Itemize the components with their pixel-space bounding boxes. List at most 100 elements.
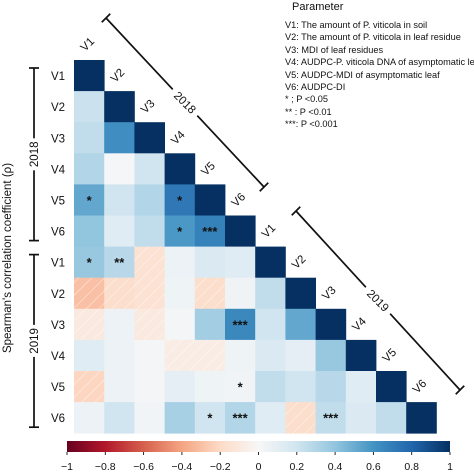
negative-hatch (164, 339, 196, 372)
heatmap-cell (285, 308, 316, 341)
heatmap-cell (315, 371, 347, 403)
heatmap-cell (104, 308, 135, 341)
diagonal-cell (104, 91, 135, 123)
diagonal-label: V4 (350, 315, 369, 334)
bracket-diag-2018-gap (167, 84, 203, 121)
heatmap-cell (345, 402, 377, 434)
legend-item-v4: V4: AUDPC-P. viticola DNA of asymptomati… (285, 57, 474, 68)
heatmap-cell (315, 339, 347, 372)
colorbar-gradient (67, 441, 450, 452)
colorbar-tick-label: −0.4 (172, 461, 193, 473)
heatmap-cell (164, 277, 196, 310)
row-label: V4 (51, 351, 66, 363)
heatmap-cell (225, 308, 256, 341)
heatmap-cell (104, 246, 135, 279)
heatmap-cell (74, 153, 105, 185)
heatmap-cell (255, 371, 286, 403)
legend-significance-2: ** : P <0.01 (285, 106, 332, 117)
colorbar-tick-label: 0.2 (289, 461, 304, 473)
heatmap-cell (194, 308, 226, 341)
heatmap-cell (104, 215, 135, 247)
heatmap-cell (104, 402, 135, 434)
bracket-left-2019-label: 2019 (29, 328, 41, 354)
heatmap-cell (104, 184, 135, 216)
significance-mark: ** (114, 255, 125, 270)
diagonal-label: V2 (109, 67, 127, 85)
negative-hatch (134, 308, 165, 341)
diagonal-label: V6 (230, 191, 248, 209)
significance-mark: * (177, 193, 183, 208)
diagonal-label: V2 (290, 253, 308, 271)
colorbar-tick-label: 0.8 (404, 461, 419, 473)
heatmap-cell (74, 246, 105, 279)
bracket-left-2018-gap (27, 138, 41, 171)
legend-item-v2: V2: The amount of P. viticola in leaf re… (285, 32, 461, 43)
significance-mark: * (87, 193, 93, 208)
row-label: V2 (51, 289, 65, 301)
diagonal-label: V1 (260, 222, 278, 240)
heatmap-cell (285, 339, 316, 372)
heatmap-cell (225, 277, 256, 310)
diagonal-label: V5 (199, 160, 217, 178)
legend-item-v1: V1: The amount of P. viticola in soil (285, 20, 428, 30)
heatmap-cell (104, 122, 135, 154)
heatmap-cell (376, 402, 407, 434)
heatmap-cell (104, 371, 135, 403)
heatmap-cell (134, 402, 165, 434)
heatmap-cell (225, 246, 256, 279)
heatmap-cell (134, 371, 165, 403)
significance-mark: *** (323, 411, 339, 426)
significance-mark: * (238, 380, 244, 395)
colorbar-tick-label: −1 (61, 461, 73, 473)
colorbar-tick-label: 0.6 (366, 461, 381, 473)
parameter-legend: Parameter V1: The amount of P. viticola … (285, 1, 474, 131)
diagonal-cell (74, 60, 105, 92)
heatmap-cell (255, 308, 286, 341)
y-axis-label: Spearman's correlation coefficient (ρ) (2, 163, 14, 353)
heatmap-cell (194, 371, 226, 403)
heatmap-cell (164, 371, 196, 403)
row-label: V6 (51, 227, 65, 239)
significance-mark: * (207, 411, 213, 426)
diagonal-cell (225, 215, 256, 247)
legend-item-v3: V3: MDI of leaf residues (285, 44, 384, 55)
bracket-diag-2018-cap (259, 182, 269, 192)
heatmap-cell (74, 339, 105, 372)
diagonal-cell (376, 371, 407, 403)
row-label: V1 (51, 258, 65, 270)
diagonal-cell (194, 184, 226, 216)
heatmap-cell (345, 371, 377, 403)
heatmap-cell (225, 402, 256, 434)
heatmap-cell (74, 184, 105, 216)
heatmap-cell (74, 402, 105, 434)
negative-hatch (285, 402, 316, 434)
diagonal-label: V1 (79, 36, 97, 54)
colorbar: −1 −0.8 −0.6 −0.4 −0.2 0 0.2 0.4 0.6 0.8 1 (61, 441, 453, 473)
bracket-diag-2019-cap (455, 385, 465, 395)
heatmap-cell (225, 371, 256, 403)
diagonal-cell (406, 402, 437, 434)
row-label: V6 (51, 413, 65, 425)
bracket-diag-2018-cap (101, 13, 111, 23)
colorbar-ticks: −1 −0.8 −0.6 −0.4 −0.2 0 0.2 0.4 0.6 0.8 1 (61, 452, 453, 473)
heatmap-cell (285, 371, 316, 403)
row-label: V3 (51, 320, 65, 332)
heatmap-cell (255, 402, 286, 434)
heatmap-cell (134, 153, 165, 185)
legend-item-v5: V5: AUDPC-MDI of asymptomatic leaf (285, 69, 440, 80)
heatmap-cell (164, 215, 196, 247)
legend-significance-3: ***: P <0.001 (285, 119, 338, 130)
negative-hatch (74, 277, 105, 310)
row-label: V1 (51, 71, 65, 83)
heatmap-cell (104, 153, 135, 185)
significance-mark: *** (202, 224, 218, 239)
colorbar-tick-label: 1 (447, 461, 453, 473)
significance-mark: *** (233, 411, 249, 426)
heatmap-cell (315, 402, 347, 434)
heatmap-cell (194, 246, 226, 279)
row-labels: V1 V2 V3 V4 V5 V6 V1 V2 V3 V4 V5 V6 (51, 71, 66, 425)
colorbar-tick-label: 0 (256, 461, 262, 473)
heatmap-cells: * ** **** ******* *** *** (74, 60, 437, 434)
